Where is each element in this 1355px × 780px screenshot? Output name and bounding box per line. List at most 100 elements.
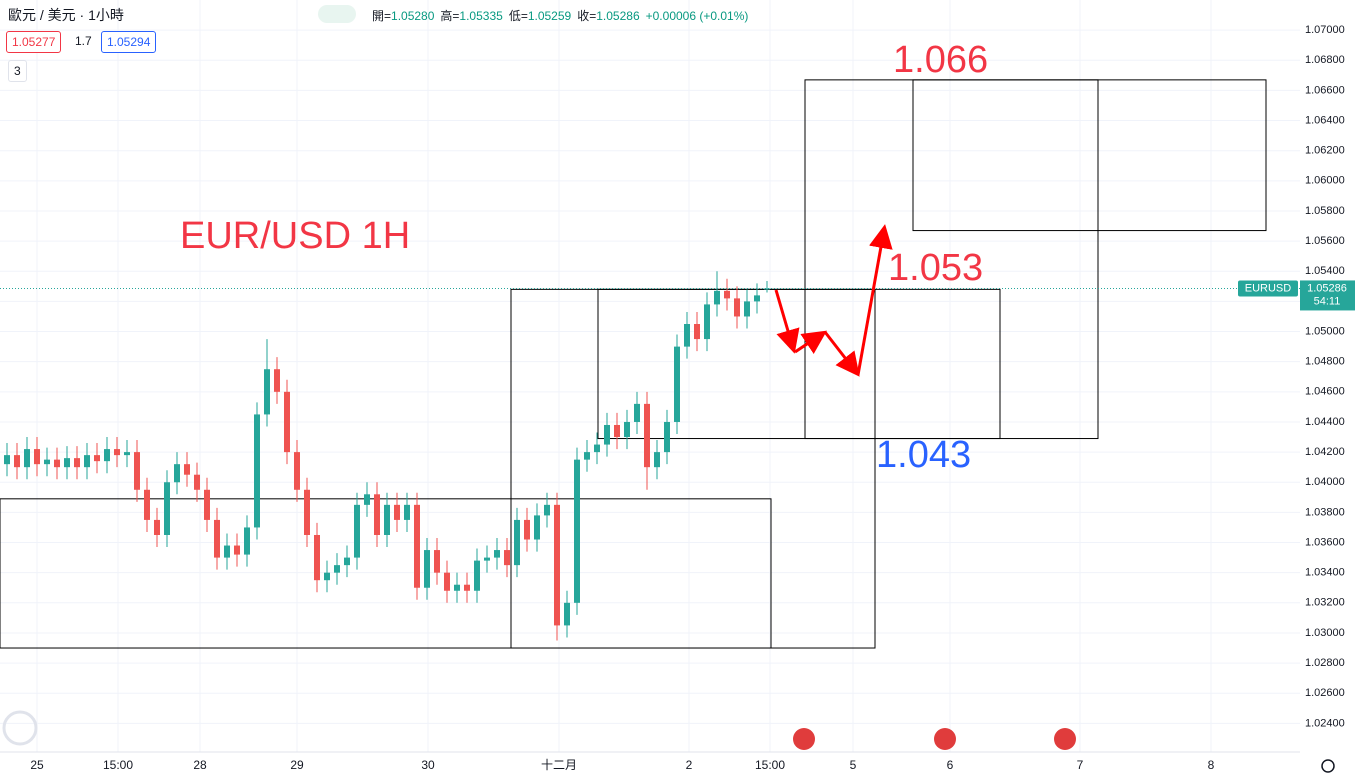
candle-body bbox=[184, 464, 190, 475]
candle-body bbox=[314, 534, 320, 581]
candle-body bbox=[44, 459, 50, 465]
candle-body bbox=[54, 459, 60, 468]
y-tick-label: 1.03000 bbox=[1305, 627, 1345, 639]
price-tag-bg bbox=[1300, 280, 1355, 311]
x-tick-label: 30 bbox=[421, 758, 435, 772]
symbol[interactable]: 歐元 / 美元 · 1小時 bbox=[8, 7, 124, 23]
price-tag: 1.05286 bbox=[1307, 282, 1347, 294]
arrows bbox=[774, 224, 893, 377]
x-tick-label: 25 bbox=[30, 758, 44, 772]
candle-body bbox=[324, 572, 330, 581]
y-tick-label: 1.06800 bbox=[1305, 54, 1345, 66]
x-tick-label: 6 bbox=[947, 758, 954, 772]
candle-body bbox=[644, 403, 650, 468]
indicator-toggle[interactable]: 3 bbox=[8, 60, 27, 82]
candle-body bbox=[284, 391, 290, 453]
candle-body bbox=[224, 545, 230, 558]
candle-body bbox=[394, 504, 400, 520]
candle-body bbox=[754, 295, 760, 302]
settings-icon[interactable] bbox=[1321, 759, 1335, 773]
candle-body bbox=[194, 474, 200, 490]
x-tick-label: 15:00 bbox=[755, 758, 785, 772]
y-tick-label: 1.07000 bbox=[1305, 24, 1345, 36]
annotation: 1.066 bbox=[893, 39, 988, 81]
event-icon[interactable] bbox=[934, 728, 956, 750]
candle-body bbox=[424, 550, 430, 588]
ohlc-value: 1.05259 bbox=[527, 9, 572, 23]
arrow bbox=[794, 330, 827, 354]
y-tick-label: 1.02600 bbox=[1305, 687, 1345, 699]
sell-button[interactable]: 1.05277 bbox=[6, 31, 62, 53]
candle-body bbox=[664, 421, 670, 453]
y-tick-label: 1.04200 bbox=[1305, 446, 1345, 458]
candle-body bbox=[504, 550, 510, 566]
x-tick-label: 15:00 bbox=[103, 758, 133, 772]
candle-body bbox=[724, 290, 730, 299]
y-tick-label: 1.05800 bbox=[1305, 205, 1345, 217]
arrow bbox=[823, 331, 860, 377]
candle-body bbox=[264, 369, 270, 415]
x-tick-label: 十二月 bbox=[541, 758, 577, 772]
y-tick-label: 1.04000 bbox=[1305, 476, 1345, 488]
price-box bbox=[912, 79, 1267, 232]
x-tick-label: 7 bbox=[1077, 758, 1084, 772]
candle-body bbox=[474, 560, 480, 591]
buy-button[interactable]: 1.05294 bbox=[101, 31, 157, 53]
event-icon[interactable] bbox=[793, 728, 815, 750]
annotation: 1.043 bbox=[876, 434, 971, 476]
price-box bbox=[597, 288, 1001, 440]
candle-body bbox=[764, 288, 770, 290]
event-icons bbox=[2, 710, 1335, 773]
x-tick-label: 29 bbox=[290, 758, 304, 772]
candle-body bbox=[444, 572, 450, 591]
candle-body bbox=[534, 515, 540, 540]
arrow bbox=[774, 289, 800, 354]
candle-body bbox=[114, 449, 120, 456]
candle-body bbox=[494, 550, 500, 558]
candle-body bbox=[364, 494, 370, 505]
candle-body bbox=[464, 584, 470, 591]
candle-body bbox=[34, 449, 40, 465]
candle-body bbox=[544, 504, 550, 516]
candle-body bbox=[624, 421, 630, 438]
candle-body bbox=[674, 346, 680, 422]
candle-body bbox=[24, 449, 30, 468]
y-tick-label: 1.06600 bbox=[1305, 84, 1345, 96]
x-tick-label: 5 bbox=[850, 758, 857, 772]
candle-body bbox=[574, 459, 580, 603]
arrow bbox=[856, 224, 893, 376]
candle-body bbox=[4, 455, 10, 465]
event-icon[interactable] bbox=[1054, 728, 1076, 750]
y-tick-label: 1.03200 bbox=[1305, 597, 1345, 609]
logo bbox=[2, 710, 38, 746]
candle-body bbox=[124, 452, 130, 456]
y-tick-label: 1.04600 bbox=[1305, 386, 1345, 398]
status-badge bbox=[318, 5, 356, 23]
time-axis bbox=[0, 752, 1355, 780]
candle-body bbox=[84, 455, 90, 468]
annotation: 1.053 bbox=[888, 247, 983, 289]
candle-body bbox=[344, 557, 350, 566]
candle-body bbox=[244, 527, 250, 555]
candle-body bbox=[334, 565, 340, 573]
candle-body bbox=[104, 449, 110, 462]
y-tick-label: 1.05400 bbox=[1305, 265, 1345, 277]
candle-body bbox=[204, 489, 210, 520]
y-tick-label: 1.06400 bbox=[1305, 114, 1345, 126]
ohlc-label: 高= bbox=[440, 9, 460, 23]
candle-body bbox=[524, 519, 530, 540]
ohlc-label: 開= bbox=[372, 9, 392, 23]
candle-body bbox=[564, 602, 570, 626]
candle-body bbox=[604, 424, 610, 445]
price-axis bbox=[1300, 0, 1355, 780]
candle-body bbox=[484, 557, 490, 561]
y-tick-label: 1.05000 bbox=[1305, 325, 1345, 337]
y-tick-label: 1.02800 bbox=[1305, 657, 1345, 669]
ohlc-value: 1.05286 bbox=[596, 9, 640, 23]
annotation: EUR/USD 1H bbox=[180, 215, 410, 257]
candle-body bbox=[554, 504, 560, 626]
candle-body bbox=[294, 452, 300, 490]
candle-body bbox=[744, 301, 750, 317]
